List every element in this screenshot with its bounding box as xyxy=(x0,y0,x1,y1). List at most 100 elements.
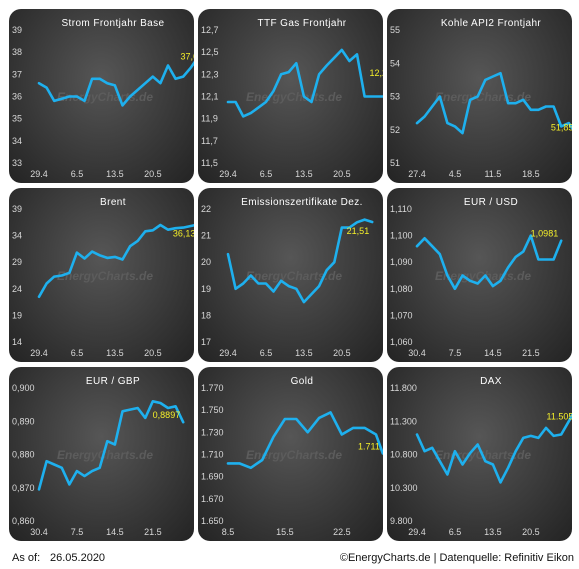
watermark-text: EnergyCharts.de xyxy=(57,448,153,462)
y-tick-label: 0,890 xyxy=(12,416,35,426)
y-tick-label: 55 xyxy=(390,25,400,35)
x-tick-label: 29.4 xyxy=(30,348,48,358)
x-tick-label: 13.5 xyxy=(106,348,124,358)
source-credit: ©EnergyCharts.de | Datenquelle: Refiniti… xyxy=(339,552,574,564)
y-tick-label: 22 xyxy=(201,204,211,214)
y-tick-label: 11.800 xyxy=(390,383,417,393)
y-tick-label: 9.800 xyxy=(390,516,413,526)
series-line xyxy=(226,218,374,304)
x-tick-label: 30.4 xyxy=(408,348,426,358)
y-tick-label: 19 xyxy=(201,284,211,294)
y-tick-label: 10.300 xyxy=(390,483,418,493)
y-tick-label: 1,080 xyxy=(390,284,413,294)
x-tick-label: 29.4 xyxy=(30,169,48,179)
x-tick-label: 13.5 xyxy=(295,169,313,179)
watermark-text: EnergyCharts.de xyxy=(57,90,153,104)
series-line xyxy=(37,223,194,299)
x-tick-label: 7.5 xyxy=(71,527,84,537)
y-tick-label: 0,900 xyxy=(12,383,35,393)
x-tick-label: 21.5 xyxy=(522,348,540,358)
y-tick-label: 12,1 xyxy=(201,92,219,102)
y-tick-label: 24 xyxy=(12,284,22,294)
y-tick-label: 52 xyxy=(390,125,400,135)
x-tick-label: 7.5 xyxy=(449,348,462,358)
y-tick-label: 1.710 xyxy=(201,450,224,460)
chart-title: EUR / GBP xyxy=(86,376,140,387)
series-line xyxy=(37,60,194,107)
y-tick-label: 11,5 xyxy=(201,158,218,168)
x-tick-label: 21.5 xyxy=(144,527,162,537)
y-tick-label: 29 xyxy=(12,257,22,267)
x-tick-label: 13.5 xyxy=(484,527,502,537)
y-tick-label: 1,110 xyxy=(390,204,412,214)
chart-panel: EnergyCharts.de Strom Frontjahr Base 33 34 3… xyxy=(9,9,194,183)
y-tick-label: 11,7 xyxy=(201,136,218,146)
y-tick-label: 12,7 xyxy=(201,25,219,35)
x-tick-label: 20.5 xyxy=(333,348,351,358)
x-tick-label: 30.4 xyxy=(30,527,48,537)
chart-title: Emissionszertifikate Dez. xyxy=(241,197,363,208)
last-value-label: 11.505 xyxy=(547,412,572,422)
y-tick-label: 1,100 xyxy=(390,231,413,241)
series-line xyxy=(415,412,572,484)
y-tick-label: 0,870 xyxy=(12,483,35,493)
chart-title: Gold xyxy=(291,376,314,387)
line-chart: EnergyCharts.de Emissionszertifikate Dez.… xyxy=(201,197,374,358)
y-tick-label: 1.750 xyxy=(201,405,224,415)
x-tick-label: 8.5 xyxy=(222,527,235,537)
watermark-text: EnergyCharts.de xyxy=(57,269,153,283)
y-tick-label: 14 xyxy=(12,337,22,347)
y-tick-label: 1.730 xyxy=(201,427,224,437)
y-tick-label: 1.650 xyxy=(201,516,224,526)
series-line xyxy=(37,399,185,491)
y-tick-label: 0,860 xyxy=(12,516,35,526)
last-value-label: 37,60 xyxy=(180,51,194,61)
chart-panel: EnergyCharts.de EUR / GBP 0,860 0,870 0,880 0… xyxy=(9,367,194,541)
y-tick-label: 1.770 xyxy=(201,383,224,393)
x-tick-label: 11.5 xyxy=(484,169,501,179)
series-line xyxy=(226,411,383,470)
chart-panel: EnergyCharts.de Kohle API2 Frontjahr 51 52 5… xyxy=(387,9,572,183)
y-tick-label: 35 xyxy=(12,114,22,124)
last-value-label: 51,85 xyxy=(551,123,572,133)
y-tick-label: 34 xyxy=(12,231,22,241)
x-tick-label: 6.5 xyxy=(71,169,84,179)
x-tick-label: 13.5 xyxy=(295,348,313,358)
y-tick-label: 1,070 xyxy=(390,310,413,320)
x-tick-label: 14.5 xyxy=(106,527,124,537)
watermark-text: EnergyCharts.de xyxy=(246,448,342,462)
x-tick-label: 6.5 xyxy=(71,348,84,358)
y-tick-label: 12,3 xyxy=(201,69,219,79)
y-tick-label: 21 xyxy=(201,231,211,241)
y-tick-label: 19 xyxy=(12,310,22,320)
y-tick-label: 17 xyxy=(201,337,211,347)
as-of-label: As of: xyxy=(12,552,41,564)
x-tick-label: 6.5 xyxy=(260,169,273,179)
y-tick-label: 0,880 xyxy=(12,450,35,460)
line-chart: EnergyCharts.de Strom Frontjahr Base 33 34 3… xyxy=(12,18,194,179)
line-chart: EnergyCharts.de TTF Gas Frontjahr 11,5 11,7… xyxy=(201,18,383,179)
x-tick-label: 6.5 xyxy=(449,527,462,537)
x-tick-label: 20.5 xyxy=(144,169,162,179)
x-tick-label: 4.5 xyxy=(449,169,462,179)
last-value-label: 21,51 xyxy=(347,226,370,236)
x-tick-label: 20.5 xyxy=(144,348,162,358)
line-chart: EnergyCharts.de EUR / GBP 0,860 0,870 0,880 0… xyxy=(12,376,185,537)
y-tick-label: 1.690 xyxy=(201,472,224,482)
x-tick-label: 6.5 xyxy=(260,348,273,358)
x-tick-label: 20.5 xyxy=(333,169,351,179)
as-of-date: 26.05.2020 xyxy=(50,552,106,564)
last-value-label: 12,25 xyxy=(369,68,383,78)
chart-panel: EnergyCharts.de Gold 1.650 1.670 1.690 1.710 1… xyxy=(198,367,383,541)
x-tick-label: 13.5 xyxy=(106,169,124,179)
y-tick-label: 39 xyxy=(12,204,22,214)
y-tick-label: 1,090 xyxy=(390,257,413,267)
y-tick-label: 18 xyxy=(201,310,211,320)
y-tick-label: 54 xyxy=(390,58,400,68)
y-tick-label: 1,060 xyxy=(390,337,413,347)
chart-title: Brent xyxy=(100,197,126,208)
y-tick-label: 11.300 xyxy=(390,416,417,426)
last-value-label: 36,13 xyxy=(173,228,194,238)
